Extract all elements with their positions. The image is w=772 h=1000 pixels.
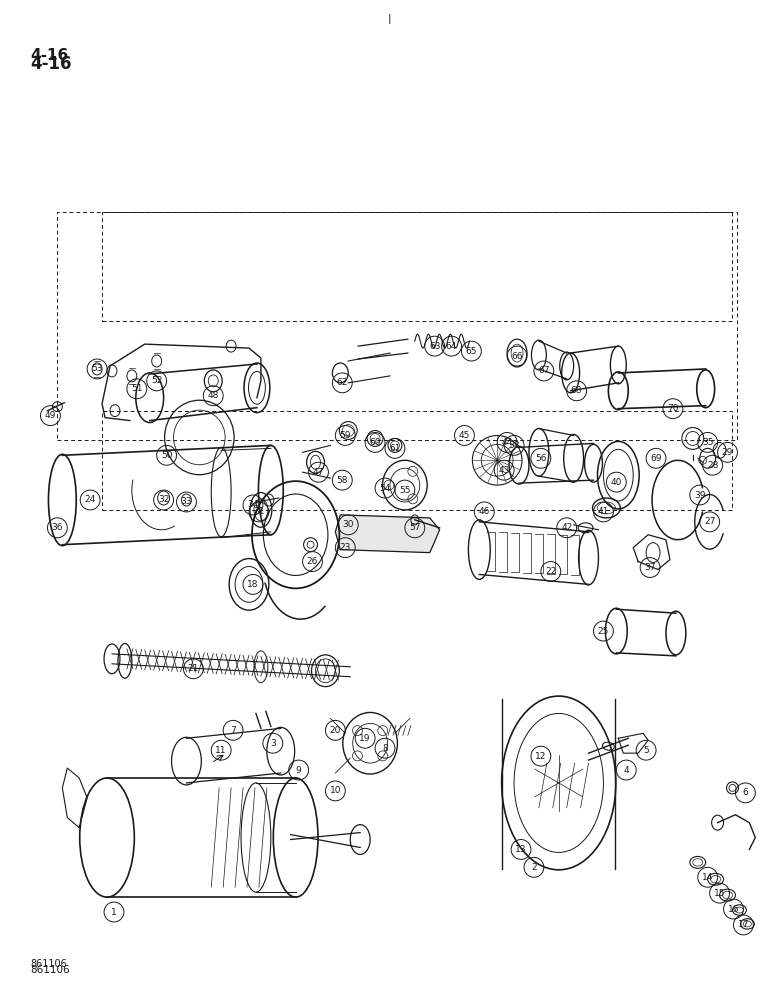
Text: 57: 57 xyxy=(409,523,421,532)
Text: 861106: 861106 xyxy=(31,965,70,975)
Text: 19: 19 xyxy=(360,734,371,743)
Text: 60: 60 xyxy=(369,438,381,447)
Text: 65: 65 xyxy=(466,347,477,356)
Text: 27: 27 xyxy=(704,517,716,526)
Text: 17: 17 xyxy=(738,920,749,929)
Text: 21: 21 xyxy=(188,664,199,673)
Text: 6: 6 xyxy=(743,788,748,797)
Text: 36: 36 xyxy=(52,523,63,532)
Text: 11: 11 xyxy=(215,746,227,755)
Text: 53: 53 xyxy=(91,364,103,373)
Polygon shape xyxy=(335,515,439,553)
Text: 4-16: 4-16 xyxy=(31,48,69,63)
Text: 16: 16 xyxy=(728,905,740,914)
Text: 31: 31 xyxy=(253,507,265,516)
Text: 64: 64 xyxy=(446,342,457,351)
Text: 30: 30 xyxy=(343,520,354,529)
Text: 4: 4 xyxy=(624,766,629,775)
Text: 37: 37 xyxy=(645,563,656,572)
Text: 13: 13 xyxy=(515,845,527,854)
Text: 47: 47 xyxy=(313,468,324,477)
Text: 32: 32 xyxy=(158,495,169,504)
Text: 62: 62 xyxy=(337,378,348,387)
Text: 7: 7 xyxy=(230,726,236,735)
Text: 10: 10 xyxy=(330,786,341,795)
Text: 58: 58 xyxy=(337,476,348,485)
Text: 55: 55 xyxy=(399,486,411,495)
Text: 3: 3 xyxy=(270,739,276,748)
Text: 4-16: 4-16 xyxy=(31,55,72,73)
Text: 28: 28 xyxy=(707,461,718,470)
Text: 54: 54 xyxy=(379,484,391,493)
Text: 66: 66 xyxy=(511,352,523,361)
Text: 2: 2 xyxy=(531,863,537,872)
Text: 43: 43 xyxy=(499,466,510,475)
Text: 69: 69 xyxy=(650,454,662,463)
Text: 40: 40 xyxy=(611,478,622,487)
Text: 52: 52 xyxy=(151,376,162,385)
Text: 12: 12 xyxy=(535,752,547,761)
Text: 8: 8 xyxy=(382,744,388,753)
Text: 44: 44 xyxy=(502,438,513,447)
Text: 5: 5 xyxy=(643,746,649,755)
Text: 29: 29 xyxy=(722,448,733,457)
Text: 33: 33 xyxy=(181,497,192,506)
Text: 18: 18 xyxy=(247,580,259,589)
Text: 70: 70 xyxy=(667,404,679,413)
Text: 68: 68 xyxy=(571,386,582,395)
Text: 9: 9 xyxy=(296,766,302,775)
Text: 26: 26 xyxy=(306,557,318,566)
Text: 35: 35 xyxy=(702,438,713,447)
Text: 50: 50 xyxy=(161,451,172,460)
Text: 39: 39 xyxy=(694,491,706,500)
Text: 59: 59 xyxy=(340,431,351,440)
Text: 14: 14 xyxy=(702,873,713,882)
Text: 56: 56 xyxy=(535,454,547,463)
Text: 24: 24 xyxy=(84,495,96,504)
Text: 49: 49 xyxy=(45,411,56,420)
Text: 67: 67 xyxy=(538,366,550,375)
Text: 1: 1 xyxy=(111,908,117,917)
Text: 61: 61 xyxy=(389,444,401,453)
Text: 48: 48 xyxy=(208,391,219,400)
Text: 41: 41 xyxy=(598,507,609,516)
Text: 25: 25 xyxy=(598,627,609,636)
Text: 861106: 861106 xyxy=(31,959,67,969)
Text: l: l xyxy=(388,14,391,27)
Text: 34: 34 xyxy=(247,500,259,509)
Text: 51: 51 xyxy=(131,384,143,393)
Text: 22: 22 xyxy=(545,567,557,576)
Text: 46: 46 xyxy=(479,507,490,516)
Text: 23: 23 xyxy=(340,543,351,552)
Text: 20: 20 xyxy=(330,726,341,735)
Text: 45: 45 xyxy=(459,431,470,440)
Text: 42: 42 xyxy=(561,523,572,532)
Text: 15: 15 xyxy=(714,889,726,898)
Text: 63: 63 xyxy=(429,342,440,351)
Text: 38: 38 xyxy=(508,441,520,450)
